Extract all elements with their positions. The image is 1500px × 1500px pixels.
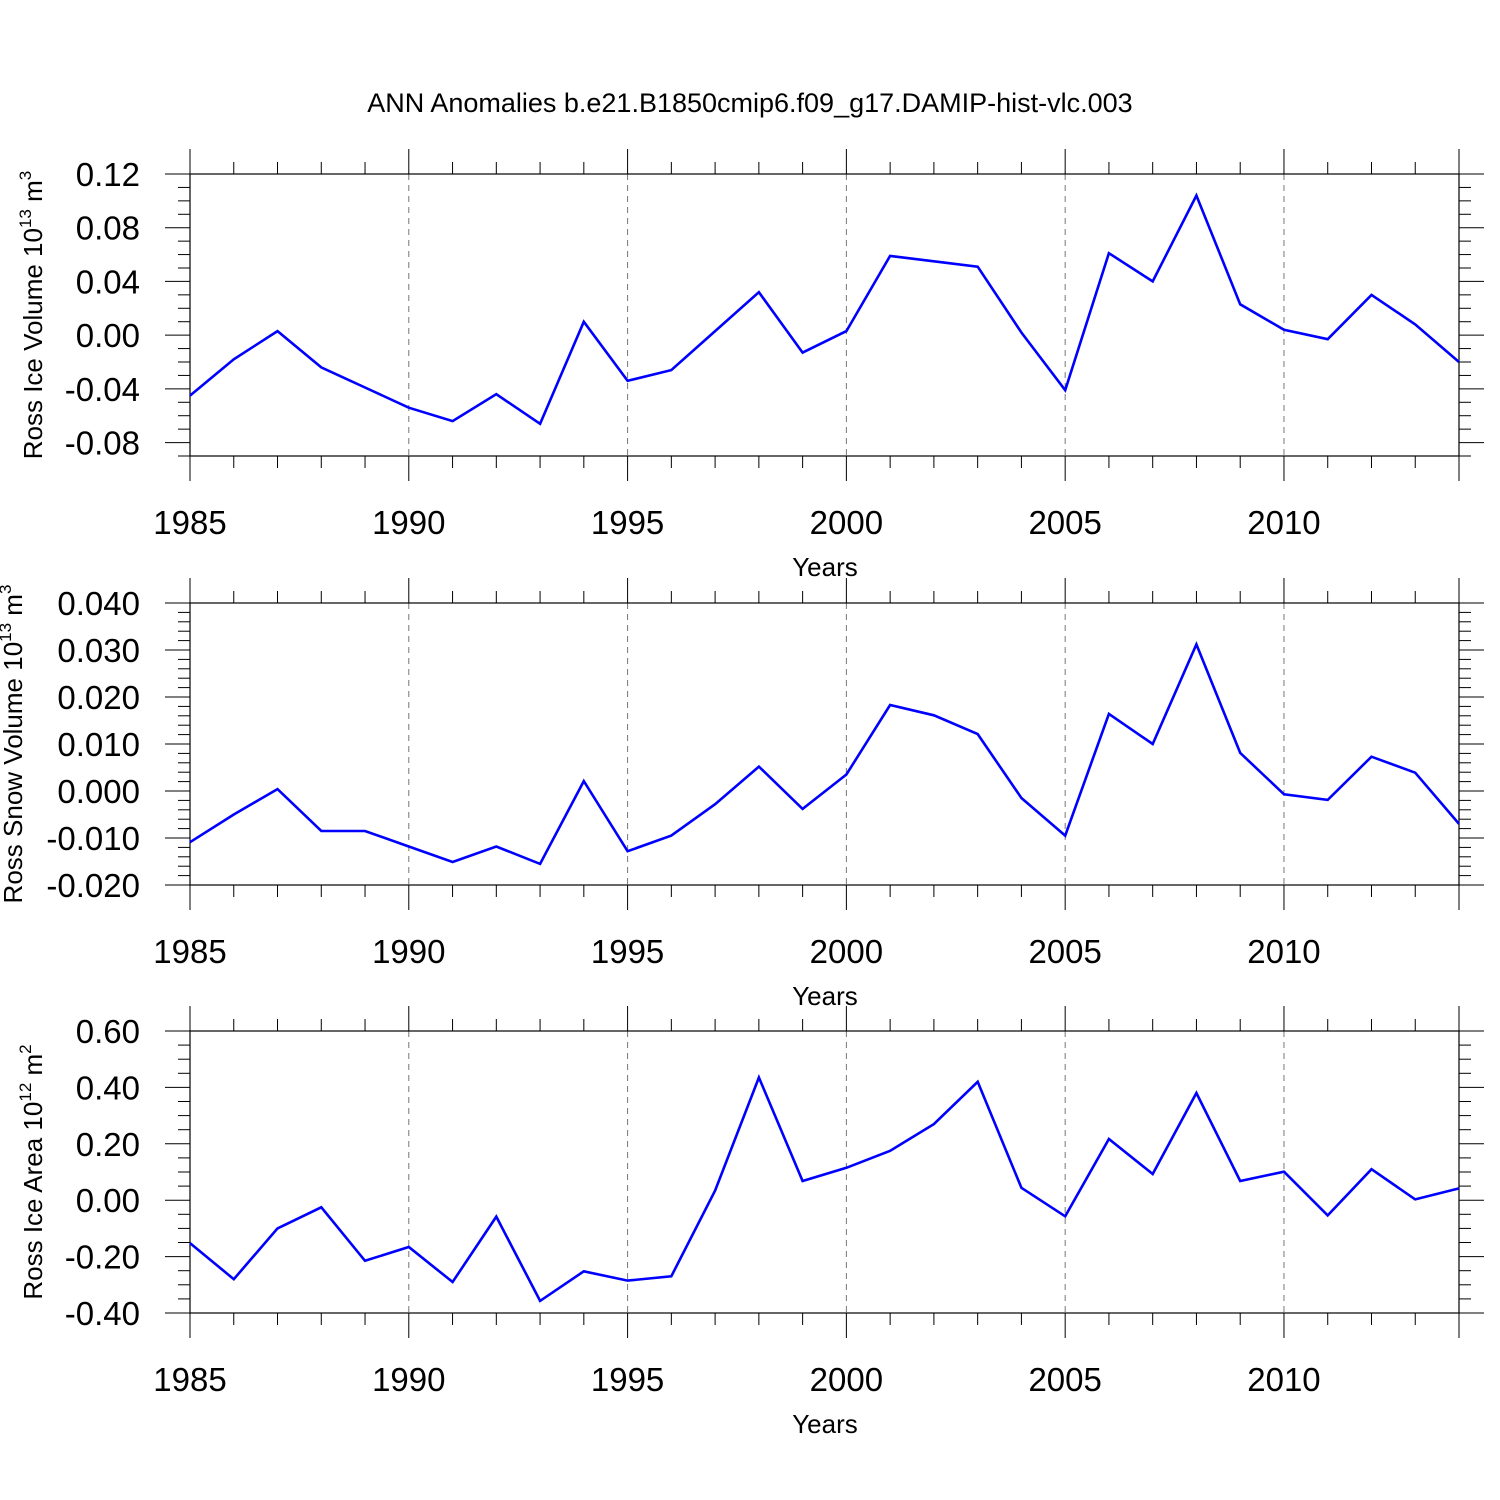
y-tick-label: -0.020 xyxy=(46,867,140,904)
x-tick-label: 2010 xyxy=(1247,1361,1320,1398)
y-tick-label: -0.04 xyxy=(65,371,140,408)
panel-ross-ice-volume: -0.08 -0.04 0.00 0.04 0.08 0.12 1985 1990 1995 20… xyxy=(16,149,1484,582)
x-tick-label: 2000 xyxy=(810,1361,883,1398)
y-tick-label: 0.08 xyxy=(76,210,140,247)
x-tick-label: 1990 xyxy=(372,933,445,970)
y-tick-label: 0.010 xyxy=(57,726,140,763)
plot-frame xyxy=(189,602,1460,886)
plot-frame xyxy=(189,173,1460,457)
y-tick-label: 0.00 xyxy=(76,1182,140,1219)
x-tick-label: 1995 xyxy=(591,933,664,970)
x-tick-label: 2005 xyxy=(1028,504,1101,541)
y-tick-label: 0.020 xyxy=(57,679,140,716)
y-tick-label: 0.12 xyxy=(76,156,140,193)
x-tick-label: 2000 xyxy=(810,933,883,970)
x-tick-label: 1995 xyxy=(591,504,664,541)
plot-frame xyxy=(189,1030,1460,1314)
y-tick-label: 0.60 xyxy=(76,1013,140,1050)
x-tick-label: 1985 xyxy=(153,1361,226,1398)
y-tick-label: -0.20 xyxy=(65,1239,140,1276)
y-axis-label: Ross Ice Area 1012 m2 xyxy=(16,1044,48,1299)
x-tick-label: 2000 xyxy=(810,504,883,541)
x-axis-label: Years xyxy=(792,1409,858,1439)
panels: -0.08 -0.04 0.00 0.04 0.08 0.12 1985 1990 1995 20… xyxy=(0,149,1484,1439)
x-tick-label: 1985 xyxy=(153,933,226,970)
y-tick-label: 0.04 xyxy=(76,263,140,300)
x-tick-label: 1985 xyxy=(153,504,226,541)
x-axis-label: Years xyxy=(792,981,858,1011)
y-axis-label: Ross Snow Volume 1013 m3 xyxy=(0,585,28,904)
y-tick-label: 0.000 xyxy=(57,773,140,810)
x-tick-label: 2010 xyxy=(1247,504,1320,541)
x-tick-label: 2005 xyxy=(1028,933,1101,970)
y-tick-label: 0.00 xyxy=(76,317,140,354)
x-tick-label: 1990 xyxy=(372,504,445,541)
series-line-ross-ice-area xyxy=(189,1074,1460,1303)
x-tick-label: 2005 xyxy=(1028,1361,1101,1398)
y-tick-label: 0.20 xyxy=(76,1126,140,1163)
panel-ross-snow-volume: -0.020 -0.010 0.000 0.010 0.020 0.030 0.040 198… xyxy=(0,578,1484,1011)
x-tick-label: 1990 xyxy=(372,1361,445,1398)
series-line-ross-ice-volume xyxy=(189,192,1460,426)
y-tick-label: -0.010 xyxy=(46,820,140,857)
x-tick-label: 1995 xyxy=(591,1361,664,1398)
y-tick-label: -0.08 xyxy=(65,425,140,462)
y-tick-label: 0.40 xyxy=(76,1069,140,1106)
y-tick-label: 0.040 xyxy=(57,585,140,622)
y-tick-label: -0.40 xyxy=(65,1295,140,1332)
panel-ross-ice-area: -0.40 -0.20 0.00 0.20 0.40 0.60 1985 1990 1995 20… xyxy=(16,1006,1484,1439)
series-line-ross-snow-volume xyxy=(189,641,1460,866)
x-tick-label: 2010 xyxy=(1247,933,1320,970)
y-tick-label: 0.030 xyxy=(57,632,140,669)
x-axis-label: Years xyxy=(792,552,858,582)
y-axis-label: Ross Ice Volume 1013 m3 xyxy=(16,171,48,460)
chart-title: ANN Anomalies b.e21.B1850cmip6.f09_g17.D… xyxy=(367,88,1132,118)
